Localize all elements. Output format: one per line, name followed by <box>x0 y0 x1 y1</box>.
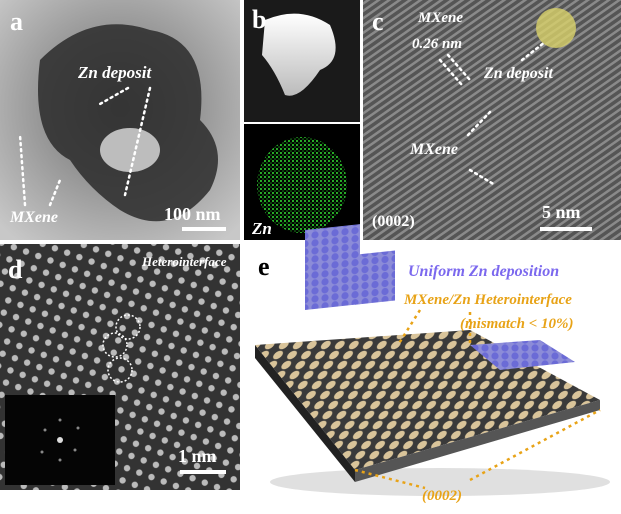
panel-e: e Uniform Zn deposition MXene/Zn Heteroi… <box>255 224 610 504</box>
annotation: Zn deposit <box>483 65 553 82</box>
scale-label: 100 nm <box>164 204 221 224</box>
annotation: MXene <box>9 209 58 226</box>
annotation: (0002) <box>372 213 415 230</box>
scale-label: 5 nm <box>542 202 581 222</box>
panel-label: d <box>8 255 23 284</box>
annotation: Uniform Zn deposition <box>408 263 559 280</box>
annotation: 0.26 nm <box>412 36 462 52</box>
annotation: MXene/Zn Heterointerface <box>403 292 572 308</box>
annotation: MXene <box>417 10 463 26</box>
annotation: Zn deposit <box>77 63 152 82</box>
scale-label: 1 nm <box>178 446 217 466</box>
annotation: Zn <box>251 219 272 238</box>
annotation: (0002) <box>422 488 462 504</box>
annotation: Heterointerface <box>141 254 227 269</box>
panel-c: c MXene 0.26 nm Zn deposit MXene (0002) … <box>363 0 621 240</box>
panel-a: a Zn deposit MXene 100 nm <box>0 0 240 240</box>
panel-label: a <box>10 7 23 36</box>
panel-label: b <box>252 5 266 34</box>
panel-d: d Heterointerface 1 nm <box>0 244 240 490</box>
panel-label: c <box>372 7 384 36</box>
annotation: MXene <box>409 141 458 158</box>
panel-label: e <box>258 252 270 281</box>
panel-b: b Zn <box>244 0 360 240</box>
annotation: (mismatch < 10%) <box>460 316 574 332</box>
